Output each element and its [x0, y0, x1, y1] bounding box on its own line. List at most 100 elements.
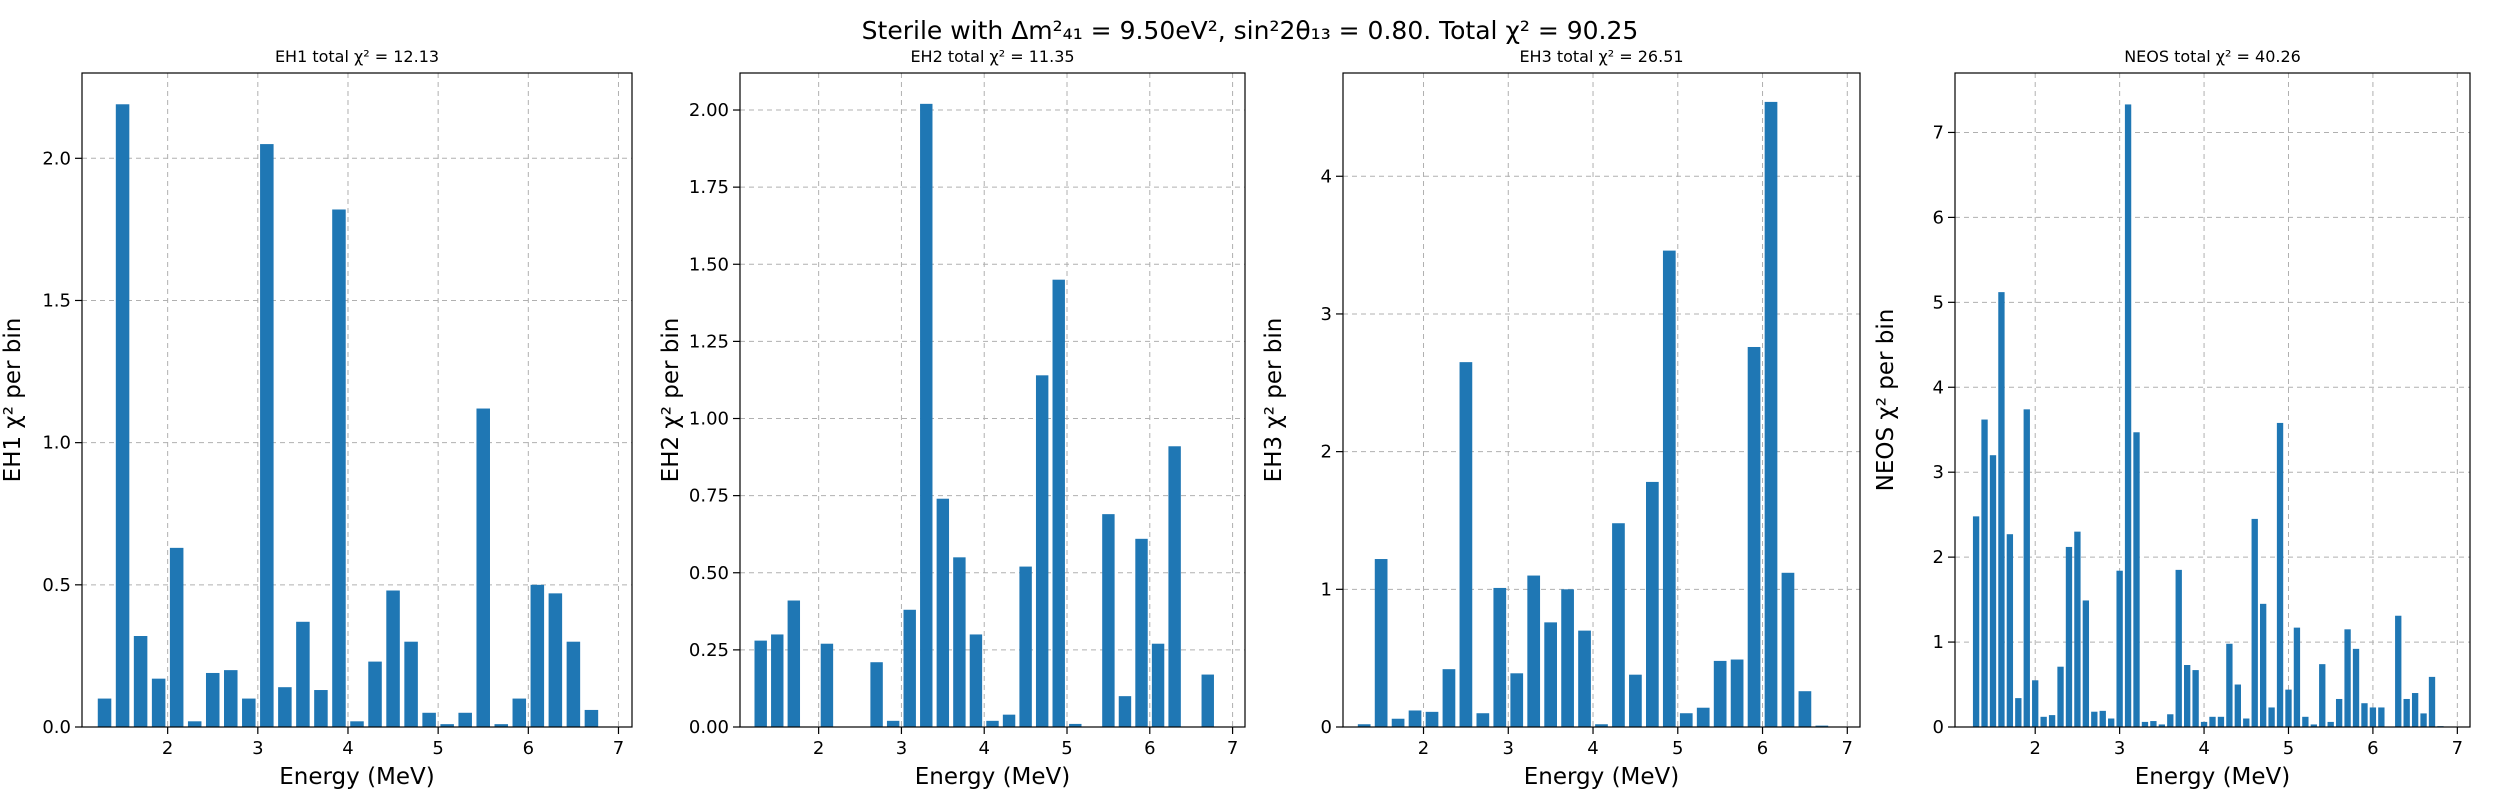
- eh1-bar: [332, 209, 346, 728]
- eh1-bar: [278, 687, 292, 727]
- eh3-ytick-label: 2: [1321, 442, 1332, 463]
- neos-ytick-label: 3: [1933, 462, 1944, 483]
- eh1-bar: [115, 104, 130, 727]
- eh1-bar: [169, 547, 184, 727]
- eh3-bar: [1578, 630, 1591, 727]
- eh3-ytick-label: 3: [1321, 304, 1332, 325]
- neos-bar: [2099, 710, 2106, 727]
- neos-bar: [2040, 716, 2047, 727]
- eh1-panel: 2 3 4 5 6 7 0.0 0.5 1.0 1.5 2.0 EH1 total χ² = 12.1…: [0, 47, 633, 790]
- eh2-xtick-label: 5: [1061, 738, 1072, 759]
- neos-bar: [2065, 546, 2073, 727]
- eh1-xtick-label: 4: [342, 738, 353, 759]
- eh3-bar: [1459, 362, 1473, 727]
- neos-xtick-label: 3: [2114, 738, 2125, 759]
- neos-bar: [2133, 432, 2140, 727]
- eh1-bar: [224, 670, 238, 727]
- eh1-ytick-label: 0.5: [42, 575, 71, 596]
- eh2-xtick-label: 7: [1227, 738, 1238, 759]
- neos-bar: [2234, 684, 2241, 727]
- eh1-ytick-label: 1.0: [42, 433, 71, 454]
- eh1-bar: [440, 724, 454, 727]
- eh1-bar: [476, 408, 490, 727]
- eh1-bar: [187, 721, 202, 727]
- eh1-bar: [512, 698, 527, 727]
- eh1-ytick-label: 0.0: [42, 717, 71, 738]
- neos-xtick-label: 7: [2452, 738, 2463, 759]
- neos-ytick-label: 1: [1933, 632, 1944, 653]
- eh2-bar: [969, 634, 983, 727]
- eh3-bar: [1357, 724, 1371, 727]
- eh1-bar: [97, 698, 112, 727]
- neos-bar: [2327, 721, 2334, 727]
- eh1-xlabel: Energy (MeV): [279, 764, 435, 790]
- eh2-ytick-label: 1.00: [689, 409, 729, 430]
- eh1-xtick-label: 6: [523, 738, 534, 759]
- eh1-ytick-label: 2.0: [42, 148, 71, 169]
- eh1-xtick-label: 7: [613, 738, 624, 759]
- neos-bar: [1981, 419, 1988, 727]
- eh2-ylabel: EH2 χ² per bin: [658, 318, 684, 483]
- eh1-bar: [566, 641, 581, 727]
- neos-bar: [2361, 703, 2368, 727]
- eh2-bar: [1102, 514, 1115, 727]
- eh3-xlabel: Energy (MeV): [1524, 764, 1680, 790]
- eh2-bar: [1035, 375, 1049, 727]
- eh2-bar: [870, 662, 883, 727]
- neos-ytick-label: 4: [1933, 377, 1944, 398]
- neos-bar: [2319, 664, 2326, 727]
- eh2-ytick-label: 0.25: [689, 640, 729, 661]
- eh1-ytick-label: 1.5: [42, 290, 71, 311]
- eh1-bar: [151, 678, 166, 727]
- eh1-bar: [205, 672, 220, 727]
- eh1-bar: [368, 661, 382, 727]
- eh1-xtick-label: 5: [432, 738, 443, 759]
- neos-axes-frame: [1954, 72, 2471, 728]
- eh2-bar: [886, 720, 900, 727]
- eh1-bar: [584, 709, 599, 727]
- neos-bar: [2428, 676, 2436, 727]
- eh1-bar: [458, 712, 472, 727]
- eh2-bar: [787, 600, 801, 727]
- eh3-bar: [1442, 669, 1456, 727]
- figure-suptitle: Sterile with Δm²₄₁ = 9.50eV², sin²2θ₁₃ =…: [862, 16, 1639, 45]
- eh2-axes-frame: [739, 72, 1246, 728]
- neos-ytick-label: 7: [1933, 122, 1944, 143]
- eh1-bar: [314, 690, 328, 727]
- eh3-xtick-label: 4: [1587, 738, 1598, 759]
- neos-bar: [2158, 724, 2166, 727]
- neos-xtick-label: 6: [2367, 738, 2378, 759]
- eh2-bar: [771, 634, 784, 727]
- eh1-bar: [494, 724, 509, 727]
- eh2-panel: 2 3 4 5 6 7 0.00 0.25 0.50 0.75 1.00 1.25 1.50 1.75 2.…: [658, 47, 1246, 790]
- eh2-bar: [1201, 674, 1214, 727]
- eh1-xtick-label: 2: [162, 738, 173, 759]
- eh3-bar: [1612, 523, 1625, 727]
- eh3-ytick-label: 1: [1321, 579, 1332, 600]
- eh3-bar: [1781, 572, 1795, 727]
- neos-bar: [2395, 615, 2402, 727]
- eh3-xtick-label: 3: [1503, 738, 1514, 759]
- eh1-bar: [242, 698, 256, 727]
- eh3-bar: [1662, 250, 1676, 728]
- eh2-xtick-label: 3: [896, 738, 907, 759]
- eh3-bar: [1764, 101, 1778, 727]
- neos-ytick-label: 6: [1933, 207, 1944, 228]
- neos-xlabel: Energy (MeV): [2135, 764, 2291, 790]
- neos-bar: [2200, 721, 2208, 727]
- neos-bar: [2302, 716, 2309, 727]
- neos-bar: [2048, 715, 2056, 727]
- neos-bar: [2057, 666, 2064, 727]
- eh2-title: EH2 total χ² = 11.35: [910, 47, 1074, 66]
- neos-bar: [2175, 569, 2182, 727]
- eh2-bar: [754, 640, 767, 727]
- neos-xtick-label: 4: [2198, 738, 2209, 759]
- eh1-bar: [548, 593, 563, 727]
- neos-bar: [2259, 603, 2267, 727]
- eh2-bar: [1069, 723, 1082, 727]
- neos-bar: [2124, 104, 2132, 728]
- eh3-bar: [1730, 659, 1744, 727]
- neos-bar: [2150, 721, 2157, 727]
- eh3-bar: [1510, 673, 1524, 727]
